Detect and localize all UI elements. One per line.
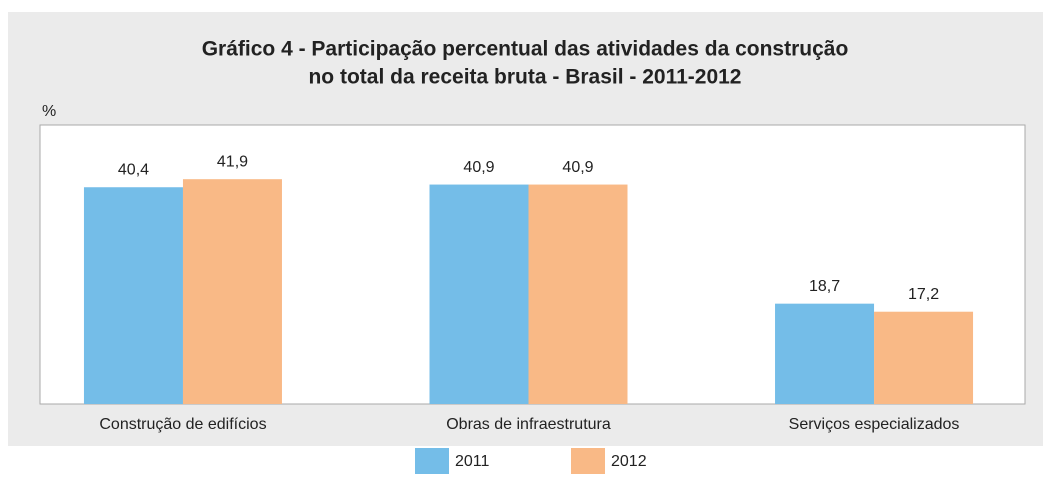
chart-title: no total da receita bruta - Brasil - 201… — [308, 66, 741, 89]
x-tick-label: Serviços especializados — [789, 416, 960, 433]
bar — [528, 184, 628, 404]
value-label: 40,9 — [463, 159, 494, 176]
bar — [874, 311, 974, 404]
legend-label: 2012 — [611, 453, 647, 470]
value-label: 40,4 — [118, 161, 149, 178]
bar — [182, 179, 282, 404]
x-tick-label: Obras de infraestrutura — [446, 416, 611, 433]
y-axis-label: % — [42, 103, 56, 120]
legend-swatch — [415, 448, 449, 474]
legend-label: 2011 — [455, 453, 490, 470]
x-tick-label: Construção de edifícios — [99, 416, 266, 433]
bar — [775, 303, 875, 404]
legend-swatch — [571, 448, 605, 474]
bar — [83, 187, 183, 404]
value-label: 17,2 — [908, 286, 939, 303]
value-label: 40,9 — [562, 159, 593, 176]
bar — [429, 184, 529, 404]
value-label: 18,7 — [809, 278, 840, 295]
chart-title: Gráfico 4 - Participação percentual das … — [202, 38, 849, 61]
value-label: 41,9 — [217, 153, 248, 170]
